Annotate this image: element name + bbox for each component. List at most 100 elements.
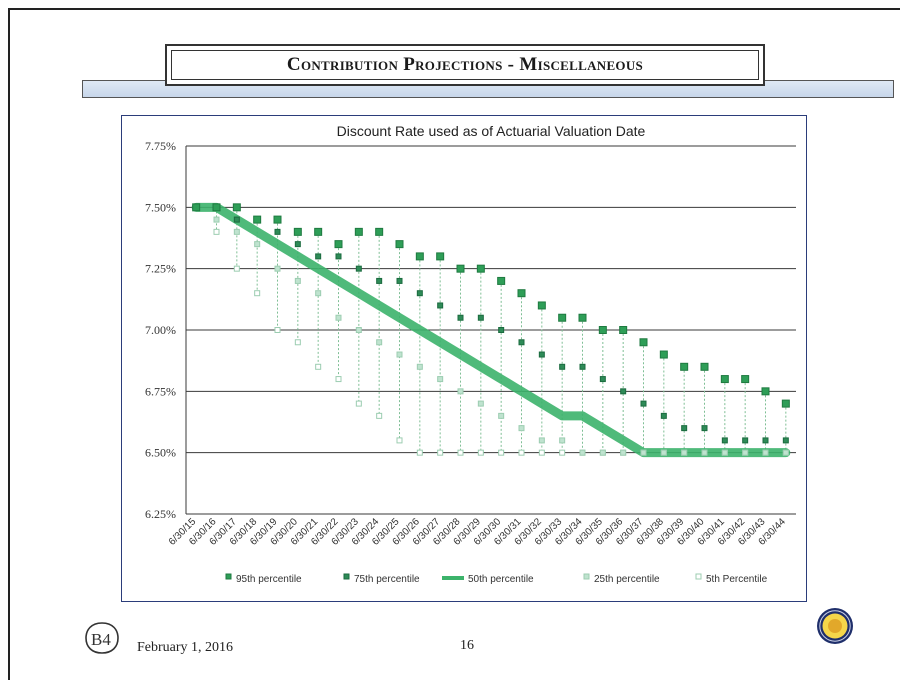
marker-p25-point	[782, 449, 789, 456]
firm-logo-icon: B4	[85, 622, 119, 654]
marker-p95-point	[314, 227, 323, 236]
marker-p95-point	[375, 227, 384, 236]
marker-p75-point	[660, 412, 667, 419]
marker-p95-point	[619, 326, 628, 334]
y-tick-label: 6.50%	[145, 446, 176, 460]
marker-p25-point	[498, 412, 505, 419]
marker-p5-point	[376, 412, 383, 419]
marker-p25-point	[721, 449, 728, 456]
marker-p95-point	[781, 399, 790, 408]
marker-p25-point	[376, 339, 383, 346]
marker-p75-point	[762, 437, 769, 444]
marker-p25-point	[437, 376, 444, 383]
marker-p95-point	[761, 387, 770, 396]
marker-p75-point	[233, 216, 240, 223]
marker-p95-point	[720, 375, 729, 384]
y-tick-label: 7.00%	[145, 323, 176, 337]
marker-p75-point	[518, 339, 525, 346]
marker-p25-point	[416, 363, 423, 370]
marker-p25-point	[742, 449, 749, 456]
legend-label: 95th percentile	[236, 574, 302, 585]
marker-p25-point	[538, 437, 545, 444]
marker-p75-point	[742, 437, 749, 444]
marker-p95-point	[395, 240, 404, 249]
logo-text: B4	[91, 630, 111, 649]
discount-rate-chart: Discount Rate used as of Actuarial Valua…	[145, 123, 796, 585]
marker-p75-point	[620, 388, 627, 395]
chart-container: Discount Rate used as of Actuarial Valua…	[121, 115, 807, 602]
marker-p75-point	[640, 400, 647, 407]
marker-p75-point	[559, 363, 566, 370]
legend-label: 50th percentile	[468, 574, 534, 585]
marker-p95-point	[537, 301, 546, 310]
marker-p95-point	[293, 227, 302, 236]
marker-p25-point	[701, 449, 708, 456]
marker-p75-point	[335, 253, 342, 260]
marker-p25-point	[559, 437, 566, 444]
title-box-inner: Contribution Projections - Miscellaneous	[171, 50, 759, 80]
marker-p25-point	[213, 216, 220, 223]
marker-p5-point	[274, 327, 281, 333]
marker-p5-point	[294, 339, 301, 346]
marker-p5-point	[437, 449, 444, 456]
marker-p25-point	[579, 449, 586, 456]
marker-p25-point	[681, 449, 688, 456]
marker-p75-point	[477, 314, 484, 321]
marker-p25-point	[518, 425, 525, 432]
marker-p25-point	[315, 290, 322, 297]
y-tick-label: 6.75%	[145, 384, 176, 398]
marker-p75-point	[457, 314, 464, 321]
marker-p5-point	[335, 376, 342, 383]
marker-p5-point	[213, 228, 220, 235]
marker-p95-point	[415, 252, 424, 261]
page-title: Contribution Projections - Miscellaneous	[286, 54, 644, 75]
y-tick-label: 7.50%	[145, 200, 176, 214]
marker-p75-point	[782, 437, 789, 444]
legend-label: 25th percentile	[594, 574, 660, 585]
marker-p5-point	[559, 449, 566, 456]
y-tick-label: 7.75%	[145, 139, 176, 153]
marker-p75-point	[721, 437, 728, 444]
marker-p5-point	[538, 449, 545, 456]
marker-p25-point	[762, 449, 769, 456]
marker-p25-point	[335, 314, 342, 321]
marker-p95-point	[639, 338, 648, 347]
marker-p25-point	[660, 449, 667, 456]
marker-p95-point	[700, 362, 709, 371]
marker-p95-point	[517, 289, 526, 298]
marker-p95-point	[741, 375, 750, 384]
seal-icon	[817, 608, 853, 644]
marker-p5-point	[396, 437, 403, 444]
legend-swatch	[583, 573, 590, 580]
marker-p75-point	[599, 376, 606, 383]
marker-p75-point	[355, 265, 362, 272]
marker-p95-point	[476, 264, 485, 273]
marker-p25-point	[457, 388, 464, 395]
marker-p95-point	[354, 227, 363, 236]
marker-p75-point	[579, 363, 586, 370]
marker-p25-point	[294, 277, 301, 284]
marker-p75-point	[315, 253, 322, 260]
legend-swatch	[225, 573, 232, 580]
legend-swatch	[695, 573, 702, 580]
marker-p75-point	[294, 241, 301, 248]
marker-p95-point	[598, 326, 607, 334]
marker-p25-point	[254, 241, 261, 248]
marker-p5-point	[416, 449, 423, 456]
marker-p75-point	[396, 277, 403, 284]
marker-p95-point	[334, 240, 343, 249]
marker-p75-point	[681, 425, 688, 432]
marker-p5-point	[315, 363, 322, 370]
marker-p25-point	[620, 449, 627, 456]
marker-p95-point	[192, 203, 201, 212]
marker-p95-point	[232, 203, 241, 212]
marker-p95-point	[212, 203, 221, 212]
marker-p5-point	[457, 449, 464, 456]
marker-p95-point	[680, 362, 689, 371]
marker-p25-point	[274, 265, 281, 272]
marker-p5-point	[233, 265, 240, 272]
legend-label: 75th percentile	[354, 574, 420, 585]
page-number: 16	[460, 638, 474, 653]
footer-date: February 1, 2016	[137, 640, 234, 655]
series-line-50th-percentile	[191, 202, 791, 458]
